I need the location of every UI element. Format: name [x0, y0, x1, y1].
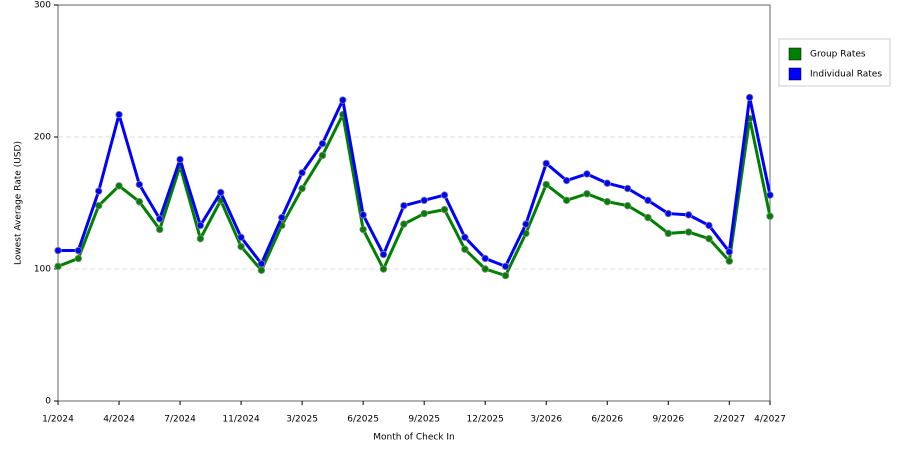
legend-swatch	[788, 67, 802, 81]
data-point	[583, 170, 591, 178]
data-point	[745, 93, 754, 102]
data-point	[481, 265, 489, 273]
data-point	[156, 215, 164, 223]
data-point	[420, 209, 428, 218]
legend-swatch	[788, 47, 802, 61]
x-tick-label: 3/2026	[530, 415, 562, 425]
data-point	[237, 233, 245, 242]
x-tick-label: 3/2025	[286, 415, 318, 425]
data-point	[94, 187, 103, 195]
data-point	[135, 197, 144, 206]
series-line	[58, 95, 772, 268]
data-point	[54, 246, 62, 255]
data-point	[379, 250, 388, 259]
x-axis-label: Month of Check In	[373, 433, 455, 443]
data-point	[725, 248, 734, 256]
data-point	[339, 96, 347, 104]
x-tick-label: 2/2027	[713, 415, 745, 425]
data-point	[664, 229, 672, 238]
data-point	[461, 245, 469, 253]
data-point	[705, 221, 713, 230]
data-point	[766, 191, 774, 199]
x-tick-label: 9/2026	[652, 415, 684, 425]
data-point	[562, 176, 571, 185]
data-point	[725, 257, 734, 265]
data-point	[176, 155, 184, 164]
data-point	[603, 179, 611, 187]
data-point	[542, 180, 550, 189]
data-point	[74, 254, 83, 263]
y-tick-label: 0	[45, 397, 51, 407]
data-point	[237, 242, 245, 251]
data-point	[684, 228, 693, 236]
y-tick-label: 100	[34, 265, 51, 275]
data-point	[196, 221, 205, 230]
data-point	[684, 211, 693, 219]
x-tick-label: 12/2025	[467, 415, 504, 425]
data-point	[257, 260, 266, 268]
x-tick-label: 4/2027	[754, 415, 786, 425]
data-point	[440, 191, 449, 199]
data-point	[562, 196, 571, 205]
y-tick-label: 200	[34, 133, 51, 143]
data-point	[379, 265, 388, 273]
data-point	[359, 211, 367, 219]
x-tick-label: 11/2024	[222, 415, 260, 425]
data-point	[461, 233, 469, 242]
x-tick-label: 9/2025	[408, 415, 440, 425]
x-tick-label: 7/2024	[164, 415, 196, 425]
data-point	[115, 182, 123, 190]
data-point	[644, 196, 652, 205]
data-point	[74, 246, 83, 255]
data-point	[420, 196, 428, 205]
data-point	[664, 209, 672, 218]
data-point	[705, 234, 713, 243]
data-point	[481, 254, 489, 263]
data-point	[278, 213, 286, 222]
data-point	[400, 220, 408, 228]
data-point	[156, 225, 164, 234]
data-point	[135, 180, 144, 189]
data-point	[54, 262, 62, 271]
data-point	[115, 110, 123, 119]
data-point	[623, 201, 632, 210]
x-tick-label: 4/2024	[103, 415, 135, 425]
data-point	[501, 271, 510, 280]
data-point	[257, 266, 266, 275]
x-tick-label: 1/2024	[42, 415, 74, 425]
data-point	[318, 139, 327, 148]
data-point	[196, 234, 205, 243]
data-point	[94, 201, 103, 210]
data-point	[400, 201, 408, 210]
data-point	[298, 184, 306, 193]
y-axis-label: Lowest Average Rate (USD)	[14, 141, 24, 265]
data-point	[501, 262, 510, 271]
data-point	[522, 220, 530, 228]
data-point	[623, 184, 632, 193]
data-point	[603, 197, 611, 206]
x-tick-label: 6/2025	[347, 415, 379, 425]
legend-label: Group Rates	[810, 50, 866, 60]
data-point	[644, 213, 652, 222]
data-point	[318, 151, 327, 160]
x-tick-label: 6/2026	[591, 415, 623, 425]
data-point	[440, 205, 449, 214]
series-line	[57, 113, 772, 278]
data-point	[583, 190, 591, 198]
y-tick-label: 300	[34, 1, 51, 11]
data-point	[359, 225, 367, 234]
data-point	[217, 188, 225, 197]
data-point	[542, 159, 550, 168]
data-point	[766, 212, 774, 220]
legend-label: Individual Rates	[810, 70, 882, 80]
data-point	[298, 168, 306, 177]
